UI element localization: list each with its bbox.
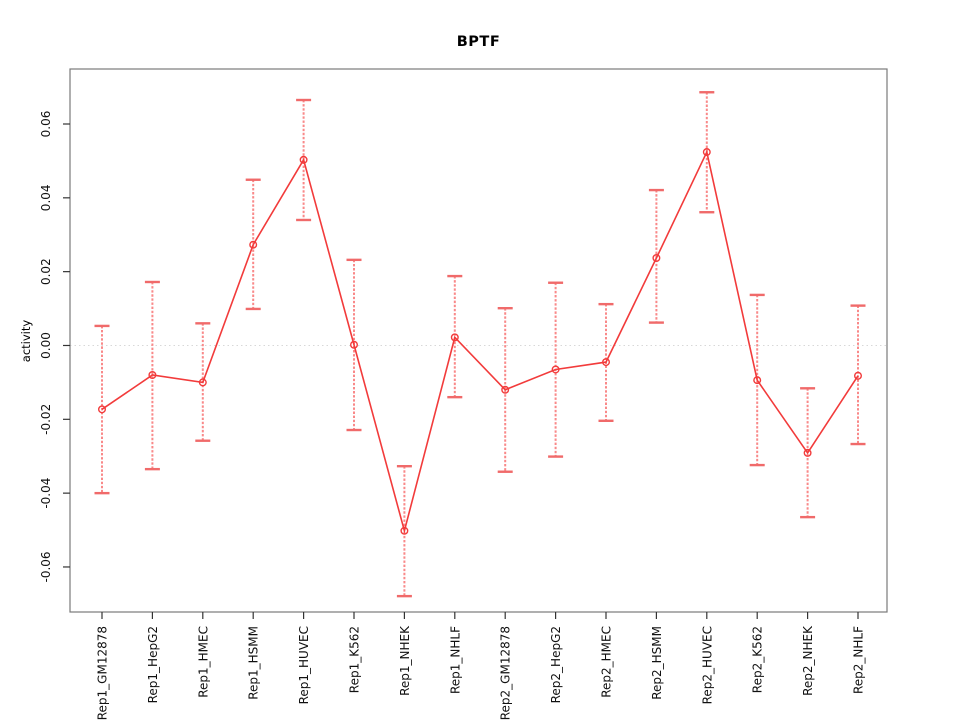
x-tick-label: Rep2_HMEC [600, 626, 614, 698]
y-tick-label: 0.00 [39, 332, 53, 359]
error-bar [447, 274, 463, 399]
x-tick-label: Rep1_NHLF [448, 626, 462, 694]
x-tick-label: Rep2_NHLF [852, 626, 866, 694]
error-bar [94, 324, 110, 495]
y-tick-label: -0.06 [39, 551, 53, 582]
y-tick-label: -0.02 [39, 404, 53, 435]
data-point-marker [450, 333, 459, 342]
data-point-marker [753, 376, 762, 385]
data-point-marker [602, 358, 611, 367]
data-point-marker [148, 371, 157, 380]
error-bar [850, 304, 866, 446]
x-tick-label: Rep2_HepG2 [549, 626, 563, 703]
error-bar [699, 91, 715, 214]
x-tick-label: Rep1_HSMM [247, 626, 261, 700]
data-point-marker [97, 405, 106, 414]
error-bar [396, 464, 412, 598]
data-point-marker [299, 155, 308, 164]
error-bar [296, 98, 312, 222]
plot-box [69, 68, 888, 613]
error-bar [800, 387, 816, 519]
x-tick-label: Rep1_GM12878 [96, 626, 110, 720]
data-point-marker [702, 148, 711, 157]
x-tick-label: Rep1_HMEC [196, 626, 210, 698]
y-tick-label: 0.04 [39, 184, 53, 211]
data-point-marker [400, 526, 409, 535]
error-bar [749, 293, 765, 467]
plot-title: BPTF [456, 34, 501, 50]
data-point-marker [803, 448, 812, 457]
data-point-marker [652, 253, 661, 262]
x-tick-label: Rep2_K562 [751, 626, 765, 693]
x-tick-label: Rep2_HSMM [650, 626, 664, 700]
y-tick-label: -0.04 [39, 478, 53, 509]
x-tick-label: Rep2_NHEK [801, 625, 815, 696]
x-tick-label: Rep1_HepG2 [146, 626, 160, 703]
y-tick-label: 0.06 [39, 111, 53, 138]
series-line [101, 149, 859, 534]
x-tick-label: Rep1_NHEK [398, 625, 412, 696]
data-point-marker [350, 340, 359, 349]
x-tick-label: Rep2_HUVEC [700, 626, 714, 704]
data-point-marker [551, 365, 560, 374]
data-point-marker [854, 371, 863, 380]
data-point-marker [198, 378, 207, 387]
data-point-marker [501, 385, 510, 394]
error-bar [245, 178, 261, 311]
x-tick-label: Rep1_K562 [348, 626, 362, 693]
error-bar [346, 258, 362, 432]
data-point-marker [249, 240, 258, 249]
x-tick-label: Rep1_HUVEC [297, 626, 311, 704]
x-tick-label: Rep2_GM12878 [499, 626, 513, 720]
error-bar [144, 280, 160, 471]
y-tick-label: 0.02 [39, 258, 53, 285]
error-bar [497, 307, 513, 473]
